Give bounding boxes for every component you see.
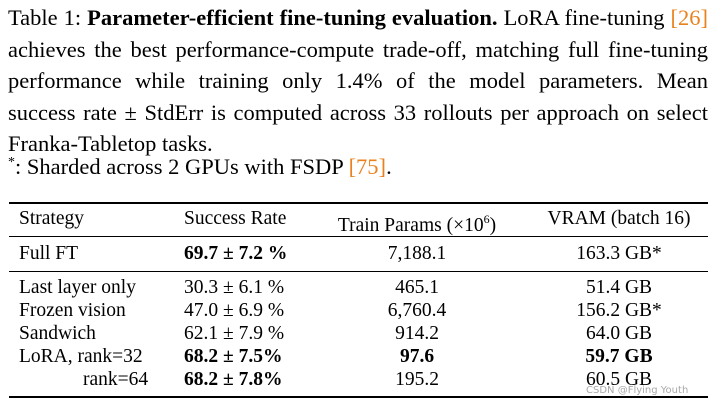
footnote-end: . bbox=[386, 154, 392, 179]
row-train-params: 465.1 bbox=[395, 277, 439, 298]
caption-label: Table 1: bbox=[8, 5, 82, 30]
header-rule bbox=[9, 236, 708, 237]
table-footnote: *: Sharded across 2 GPUs with FSDP [75]. bbox=[8, 149, 392, 181]
header-success-rate: Success Rate bbox=[184, 208, 287, 229]
row-vram: 59.7 GB bbox=[585, 346, 653, 367]
citation-link-75[interactable]: [75] bbox=[348, 154, 387, 179]
row-vram: 51.4 GB bbox=[585, 277, 653, 298]
row-train-params: 914.2 bbox=[395, 323, 439, 344]
header-vram: VRAM (batch 16) bbox=[547, 208, 691, 229]
row-train-params: 6,760.4 bbox=[387, 300, 447, 321]
header-strategy: Strategy bbox=[19, 208, 84, 229]
row-strategy: rank=64 bbox=[83, 369, 149, 390]
row-vram: 64.0 GB bbox=[585, 323, 653, 344]
footnote-marker: * bbox=[8, 155, 15, 170]
row-vram: 60.5 GB bbox=[585, 369, 653, 390]
table-caption: Table 1: Parameter-efficient fine-tuning… bbox=[8, 2, 708, 160]
caption-text-1: LoRA fine-tuning bbox=[503, 5, 665, 30]
row-strategy: Sandwich bbox=[19, 323, 96, 344]
full-ft-strategy: Full FT bbox=[19, 243, 79, 264]
row-success-rate: 68.2 ± 7.8% bbox=[184, 369, 283, 390]
full-ft-vram: 163.3 GB* bbox=[576, 243, 662, 264]
row-success-rate: 30.3 ± 6.1 % bbox=[184, 277, 285, 298]
row-strategy: Last layer only bbox=[19, 277, 136, 298]
caption-title: Parameter-efficient fine-tuning evaluati… bbox=[87, 5, 498, 30]
table-bottom-rule bbox=[9, 396, 708, 398]
watermark: CSDN @Flying Youth bbox=[586, 385, 689, 396]
row-success-rate: 62.1 ± 7.9 % bbox=[184, 323, 285, 344]
table-top-rule bbox=[9, 202, 708, 204]
full-ft-train-params: 7,188.1 bbox=[387, 243, 447, 264]
row-success-rate: 68.2 ± 7.5% bbox=[184, 346, 283, 367]
caption-text-2: achieves the best performance-compute tr… bbox=[8, 36, 708, 157]
row-vram: 156.2 GB* bbox=[576, 300, 662, 321]
full-ft-success-rate: 69.7 ± 7.2 % bbox=[184, 243, 288, 264]
group-rule bbox=[9, 271, 708, 272]
citation-link-26[interactable]: [26] bbox=[670, 5, 709, 30]
footnote-text: : Sharded across 2 GPUs with FSDP bbox=[15, 154, 343, 179]
row-train-params: 195.2 bbox=[395, 369, 439, 390]
row-success-rate: 47.0 ± 6.9 % bbox=[184, 300, 285, 321]
row-train-params: 97.6 bbox=[399, 346, 435, 367]
row-strategy: LoRA, rank=32 bbox=[19, 346, 143, 367]
header-train-params: Train Params (×106) bbox=[337, 212, 497, 236]
row-strategy: Frozen vision bbox=[19, 300, 126, 321]
